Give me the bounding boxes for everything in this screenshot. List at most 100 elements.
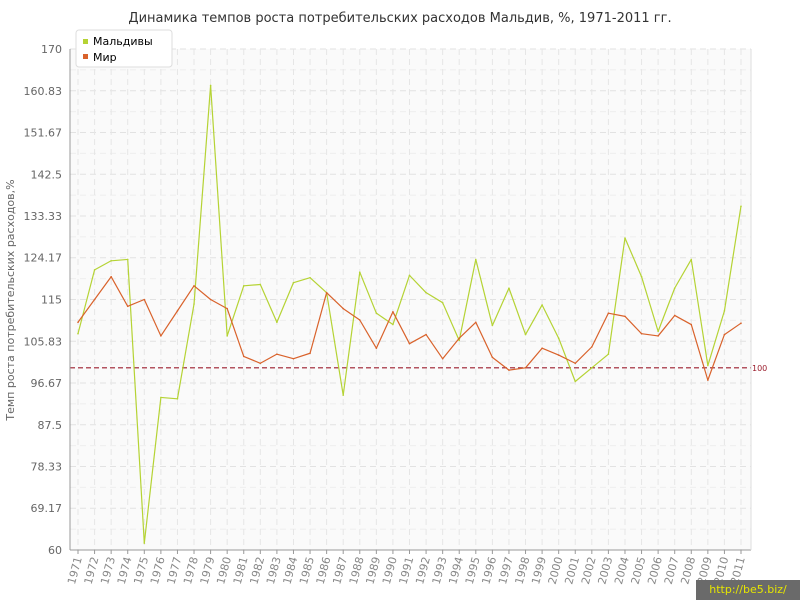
- series-segment-maldives: [640, 276, 659, 332]
- series-segment-world: [260, 353, 278, 364]
- series-segment-world: [392, 311, 411, 344]
- series-segment-world: [160, 310, 178, 337]
- series-point-maldives: [375, 312, 378, 314]
- chart-title: Динамика темпов роста потребительских ра…: [128, 11, 671, 26]
- legend-label-maldives: Мальдивы: [93, 35, 153, 48]
- series-point-world: [392, 310, 394, 313]
- series-segment-maldives: [409, 274, 427, 294]
- series-point-maldives: [93, 269, 96, 271]
- watermark: http://be5.biz/: [696, 580, 800, 600]
- series-segment-maldives: [591, 353, 609, 369]
- series-point-maldives: [475, 258, 477, 261]
- series-point-world: [226, 307, 228, 310]
- series-point-world: [242, 355, 245, 358]
- series-point-maldives: [640, 275, 643, 278]
- series-segment-world: [293, 352, 311, 360]
- series-segment-world: [574, 346, 593, 364]
- series-segment-world: [77, 299, 96, 323]
- series-segment-world: [608, 312, 626, 317]
- series-segment-maldives: [425, 292, 443, 304]
- series-point-world: [707, 379, 709, 381]
- series-point-world: [640, 332, 643, 335]
- series-segment-world: [508, 367, 526, 371]
- series-point-world: [591, 346, 593, 348]
- series-point-world: [375, 347, 378, 350]
- series-point-maldives: [309, 276, 311, 279]
- series-segment-maldives: [359, 271, 377, 314]
- series-segment-world: [674, 314, 692, 326]
- series-segment-maldives: [525, 304, 543, 335]
- series-point-world: [557, 354, 560, 356]
- series-point-world: [624, 315, 626, 318]
- series-point-maldives: [259, 283, 262, 286]
- series-point-world: [209, 298, 212, 301]
- series-segment-world: [690, 324, 709, 381]
- series-point-maldives: [707, 364, 709, 367]
- legend-swatch-world: [83, 54, 88, 59]
- series-segment-maldives: [442, 302, 460, 341]
- series-point-world: [358, 319, 361, 321]
- series-point-world: [193, 285, 195, 287]
- series-point-maldives: [607, 353, 610, 355]
- series-segment-maldives: [77, 269, 96, 334]
- series-segment-maldives: [160, 396, 178, 400]
- y-tick-label: 151.67: [24, 126, 63, 139]
- series-segment-world: [541, 347, 559, 356]
- series-point-maldives: [209, 84, 212, 87]
- series-segment-maldives: [326, 292, 344, 396]
- series-segment-world: [210, 298, 228, 310]
- series-point-world: [425, 333, 427, 336]
- series-point-maldives: [292, 281, 295, 284]
- y-tick-label: 69.17: [31, 502, 63, 515]
- y-tick-label: 96.67: [31, 377, 63, 390]
- series-point-maldives: [673, 287, 676, 289]
- series-segment-world: [591, 312, 609, 348]
- series-segment-maldives: [508, 287, 527, 335]
- series-segment-world: [475, 322, 493, 358]
- series-segment-world: [110, 276, 129, 307]
- series-segment-world: [442, 337, 460, 360]
- series-segment-maldives: [624, 237, 643, 277]
- series-point-maldives: [574, 380, 577, 383]
- y-tick-label: 60: [48, 544, 62, 557]
- series-point-maldives: [242, 285, 245, 287]
- series-point-world: [441, 357, 444, 360]
- series-segment-world: [94, 276, 112, 300]
- series-point-maldives: [226, 335, 228, 337]
- series-point-maldives: [524, 333, 527, 336]
- series-point-maldives: [160, 396, 162, 399]
- series-segment-world: [359, 319, 377, 349]
- series-point-world: [342, 307, 345, 310]
- y-tick-label: 78.33: [31, 461, 63, 474]
- series-point-maldives: [657, 330, 659, 333]
- y-tick-label: 142.5: [31, 168, 63, 181]
- series-point-world: [491, 356, 494, 359]
- series-point-world: [673, 314, 676, 317]
- series-point-world: [458, 337, 461, 340]
- series-segment-world: [409, 334, 427, 345]
- series-point-world: [259, 362, 262, 365]
- series-segment-world: [707, 334, 725, 381]
- series-point-world: [541, 347, 543, 350]
- series-point-world: [607, 312, 610, 314]
- series-group: [77, 84, 742, 544]
- series-segment-maldives: [674, 259, 692, 289]
- series-point-maldives: [176, 397, 179, 400]
- series-segment-maldives: [690, 259, 709, 366]
- series-segment-maldives: [127, 259, 145, 544]
- series-point-world: [160, 335, 162, 337]
- series-segment-world: [657, 315, 676, 337]
- series-point-maldives: [508, 287, 510, 289]
- legend-label-world: Мир: [93, 51, 117, 64]
- series-point-world: [740, 322, 742, 324]
- series-point-world: [126, 305, 129, 308]
- series-point-maldives: [591, 367, 593, 369]
- series-segment-world: [193, 285, 211, 300]
- series-point-maldives: [425, 291, 427, 294]
- series-point-maldives: [491, 324, 494, 327]
- series-point-maldives: [193, 303, 195, 305]
- series-segment-world: [492, 356, 510, 371]
- series-segment-world: [624, 315, 642, 335]
- series-segment-maldives: [111, 258, 128, 262]
